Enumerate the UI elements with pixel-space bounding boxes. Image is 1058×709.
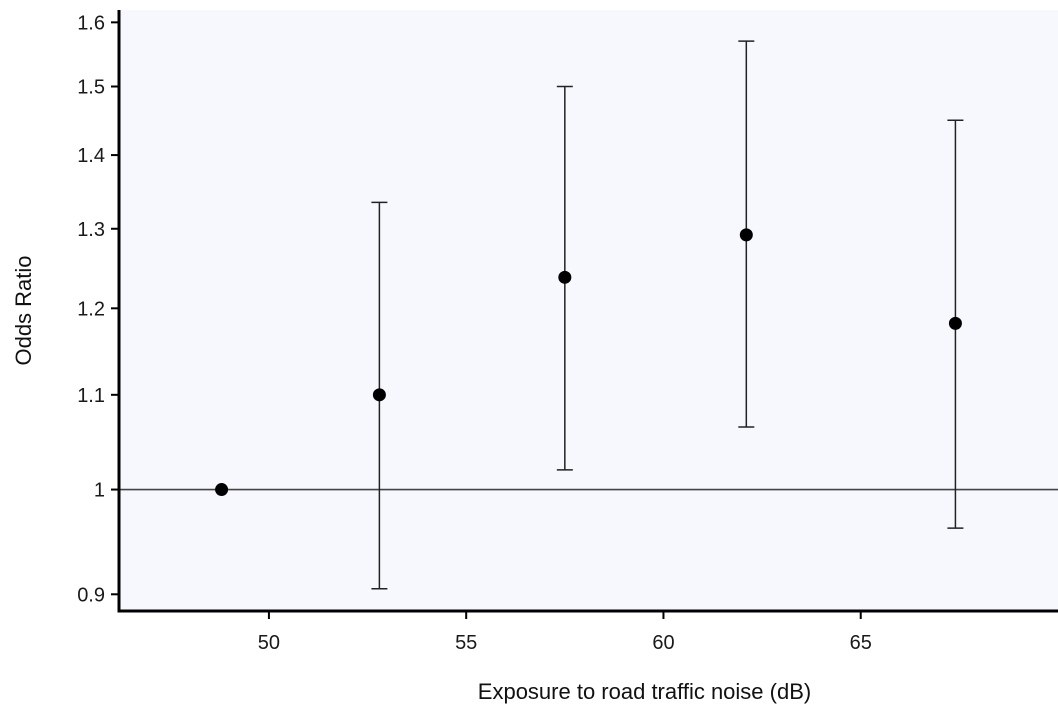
- data-point: [215, 483, 228, 496]
- x-tick-label: 65: [850, 632, 872, 654]
- x-axis-title: Exposure to road traffic noise (dB): [478, 679, 811, 704]
- y-tick-label: 0.9: [77, 584, 105, 606]
- data-point: [558, 271, 571, 284]
- y-tick-label: 1.4: [77, 145, 105, 167]
- y-tick-label: 1.6: [77, 12, 105, 34]
- plot-background: [119, 10, 1058, 611]
- y-tick-label: 1: [94, 480, 105, 502]
- y-tick-label: 1.1: [77, 385, 105, 407]
- x-tick-label: 60: [652, 632, 674, 654]
- data-point: [373, 388, 386, 401]
- x-tick-label: 50: [258, 632, 280, 654]
- data-point: [740, 228, 753, 241]
- y-axis-title: Odds Ratio: [11, 255, 36, 365]
- y-tick-label: 1.3: [77, 219, 105, 241]
- y-tick-label: 1.5: [77, 77, 105, 99]
- y-tick-label: 1.2: [77, 298, 105, 320]
- data-point: [949, 317, 962, 330]
- x-tick-label: 55: [455, 632, 477, 654]
